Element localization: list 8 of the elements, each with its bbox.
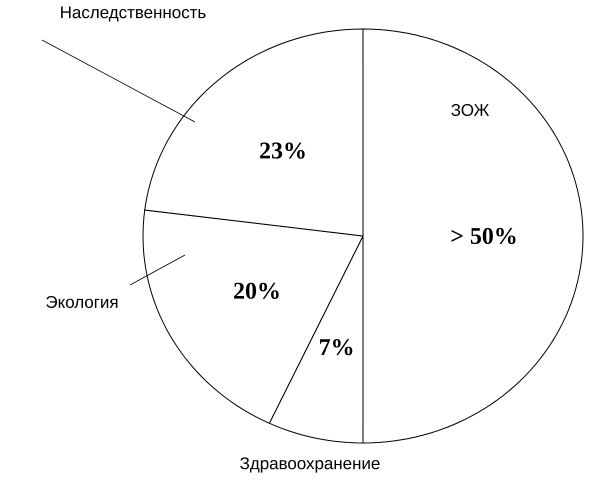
data-label: 23% [260,142,305,159]
data-label: 7% [320,338,352,356]
slice-label: Здравоохранение [240,457,380,473]
slice-label: ЗОЖ [451,104,490,116]
slice-label: Экология [46,296,118,308]
slice-label: Наследственность [61,6,206,22]
data-label: > 50% [452,228,516,244]
data-label: 20% [234,282,279,299]
